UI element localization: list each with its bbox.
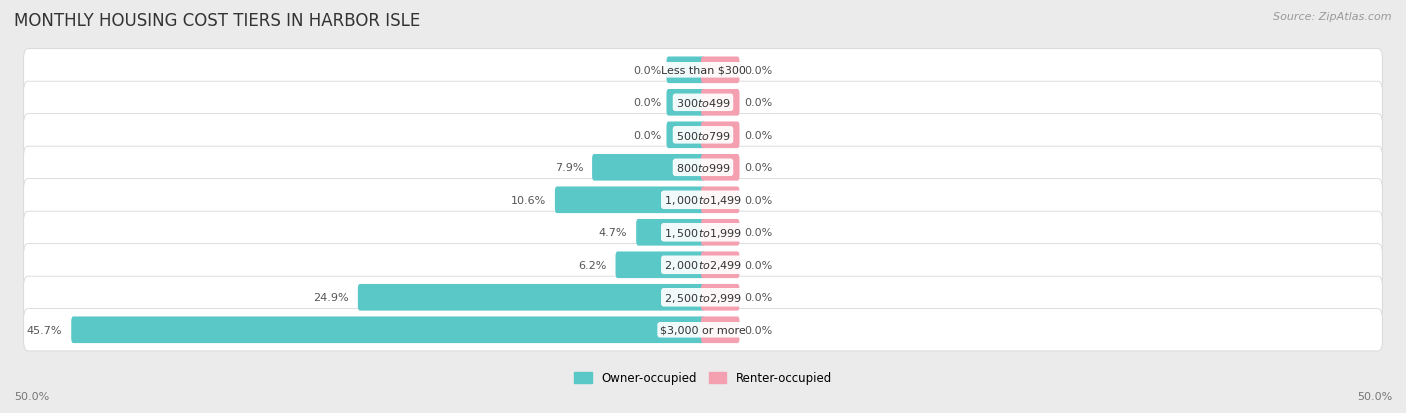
Text: 0.0%: 0.0% xyxy=(744,228,772,238)
FancyBboxPatch shape xyxy=(702,154,740,181)
Text: 45.7%: 45.7% xyxy=(27,325,62,335)
Text: 50.0%: 50.0% xyxy=(1357,391,1392,401)
Text: MONTHLY HOUSING COST TIERS IN HARBOR ISLE: MONTHLY HOUSING COST TIERS IN HARBOR ISL… xyxy=(14,12,420,30)
Text: $1,000 to $1,499: $1,000 to $1,499 xyxy=(664,194,742,207)
Text: 0.0%: 0.0% xyxy=(744,66,772,76)
FancyBboxPatch shape xyxy=(666,90,704,116)
FancyBboxPatch shape xyxy=(702,90,740,116)
Text: $300 to $499: $300 to $499 xyxy=(675,97,731,109)
FancyBboxPatch shape xyxy=(666,122,704,149)
FancyBboxPatch shape xyxy=(592,154,704,181)
Text: 50.0%: 50.0% xyxy=(14,391,49,401)
FancyBboxPatch shape xyxy=(24,179,1382,221)
FancyBboxPatch shape xyxy=(636,219,704,246)
FancyBboxPatch shape xyxy=(702,187,740,214)
FancyBboxPatch shape xyxy=(24,276,1382,319)
Text: Source: ZipAtlas.com: Source: ZipAtlas.com xyxy=(1274,12,1392,22)
Text: 0.0%: 0.0% xyxy=(634,98,662,108)
Text: 0.0%: 0.0% xyxy=(744,131,772,140)
FancyBboxPatch shape xyxy=(24,147,1382,189)
Text: 6.2%: 6.2% xyxy=(578,260,606,270)
FancyBboxPatch shape xyxy=(24,309,1382,351)
Text: 0.0%: 0.0% xyxy=(744,292,772,303)
Text: 10.6%: 10.6% xyxy=(510,195,546,205)
FancyBboxPatch shape xyxy=(555,187,704,214)
Legend: Owner-occupied, Renter-occupied: Owner-occupied, Renter-occupied xyxy=(574,371,832,385)
FancyBboxPatch shape xyxy=(24,50,1382,92)
Text: 0.0%: 0.0% xyxy=(744,260,772,270)
Text: $1,500 to $1,999: $1,500 to $1,999 xyxy=(664,226,742,239)
FancyBboxPatch shape xyxy=(616,252,704,278)
Text: 0.0%: 0.0% xyxy=(744,98,772,108)
Text: 24.9%: 24.9% xyxy=(314,292,349,303)
FancyBboxPatch shape xyxy=(702,57,740,84)
Text: 0.0%: 0.0% xyxy=(744,325,772,335)
FancyBboxPatch shape xyxy=(72,317,704,343)
Text: 0.0%: 0.0% xyxy=(744,163,772,173)
Text: 4.7%: 4.7% xyxy=(599,228,627,238)
FancyBboxPatch shape xyxy=(702,122,740,149)
Text: $2,500 to $2,999: $2,500 to $2,999 xyxy=(664,291,742,304)
FancyBboxPatch shape xyxy=(702,317,740,343)
FancyBboxPatch shape xyxy=(24,82,1382,124)
FancyBboxPatch shape xyxy=(24,211,1382,254)
Text: $800 to $999: $800 to $999 xyxy=(675,162,731,174)
Text: Less than $300: Less than $300 xyxy=(661,66,745,76)
Text: $2,000 to $2,499: $2,000 to $2,499 xyxy=(664,259,742,272)
FancyBboxPatch shape xyxy=(359,284,704,311)
FancyBboxPatch shape xyxy=(702,252,740,278)
FancyBboxPatch shape xyxy=(702,219,740,246)
FancyBboxPatch shape xyxy=(24,114,1382,157)
FancyBboxPatch shape xyxy=(666,57,704,84)
Text: 0.0%: 0.0% xyxy=(634,66,662,76)
FancyBboxPatch shape xyxy=(24,244,1382,286)
Text: 0.0%: 0.0% xyxy=(744,195,772,205)
Text: 0.0%: 0.0% xyxy=(634,131,662,140)
Text: $3,000 or more: $3,000 or more xyxy=(661,325,745,335)
FancyBboxPatch shape xyxy=(702,284,740,311)
Text: $500 to $799: $500 to $799 xyxy=(675,130,731,142)
Text: 7.9%: 7.9% xyxy=(554,163,583,173)
